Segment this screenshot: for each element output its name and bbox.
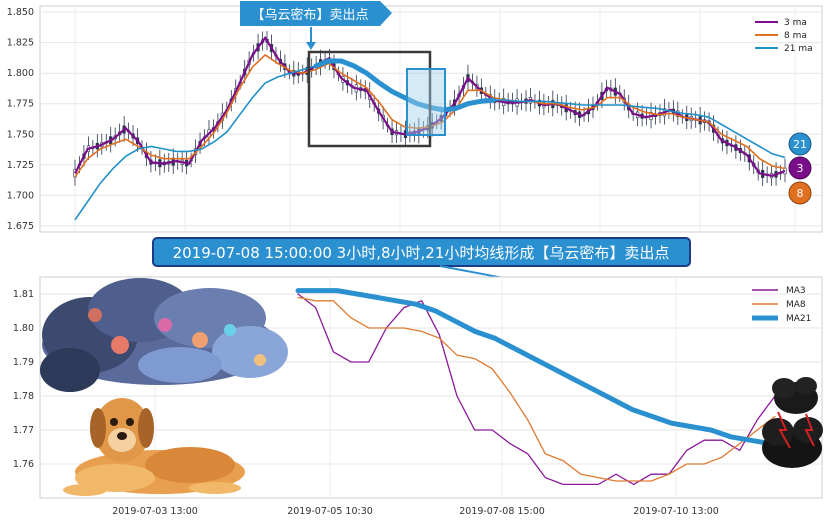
annotation-banner: 【乌云密布】卖出点 xyxy=(240,1,392,50)
top-y-tick-2: 1.725 xyxy=(7,160,34,171)
end-marker-3: 3 xyxy=(788,156,812,180)
headline-box xyxy=(152,237,691,267)
top-y-tick-labels: 1.675 1.700 1.725 1.750 1.775 1.800 1.825 1.850 xyxy=(7,7,34,232)
end-marker-3-circle xyxy=(788,156,812,180)
dog-illustration xyxy=(63,398,245,496)
pattern-box xyxy=(307,50,432,148)
bottom-panel: 1.76 1.77 1.78 1.79 1.80 1.81 2019-07-03 13:0… xyxy=(13,276,823,517)
end-marker-8-label: 8 xyxy=(797,187,804,200)
bottom-x-tick-0: 2019-07-03 13:00 xyxy=(112,506,198,517)
top-y-tick-5: 1.800 xyxy=(7,68,34,79)
top-y-tick-6: 1.825 xyxy=(7,38,34,49)
bottom-y-tick-1: 1.77 xyxy=(13,425,34,436)
top-y-tick-1: 1.700 xyxy=(7,190,34,201)
annotation-text: 【乌云密布】卖出点 xyxy=(251,7,368,23)
bottom-series-line-2 xyxy=(295,288,773,447)
top-legend-label-0: 3 ma xyxy=(784,18,807,28)
top-y-tick-0: 1.675 xyxy=(7,221,34,232)
storm-cloud-illustration xyxy=(40,278,288,392)
bottom-y-tick-4: 1.80 xyxy=(13,323,34,334)
bottom-y-tick-0: 1.76 xyxy=(13,459,34,470)
bottom-legend-label-0: MA3 xyxy=(786,286,806,296)
top-y-tick-7: 1.850 xyxy=(7,7,34,18)
top-y-tick-4: 1.775 xyxy=(7,99,34,110)
top-legend-label-1: 8 ma xyxy=(784,31,807,41)
bottom-legend: MA3 MA8 MA21 xyxy=(752,286,811,324)
annotation-arrow-shape xyxy=(240,1,392,26)
headline-text: 2019-07-08 15:00:00 3小时,8小时,21小时均线形成【乌云密… xyxy=(173,244,670,262)
bottom-y-tick-2: 1.78 xyxy=(13,391,34,402)
headline-banner: 2019-07-08 15:00:00 3小时,8小时,21小时均线形成【乌云密… xyxy=(152,237,691,287)
signal-box xyxy=(406,68,446,136)
top-legend-label-2: 21 ma xyxy=(784,44,813,54)
bottom-legend-label-2: MA21 xyxy=(786,314,811,324)
top-y-tick-3: 1.750 xyxy=(7,129,34,140)
end-marker-21: 21 xyxy=(788,132,812,156)
annotation-pointer-head xyxy=(306,42,316,50)
end-marker-8: 8 xyxy=(788,181,812,205)
bottom-y-tick-5: 1.81 xyxy=(13,289,34,300)
end-marker-8-circle xyxy=(788,181,812,205)
bottom-series-lines xyxy=(295,288,776,486)
top-legend: 3 ma 8 ma 21 ma xyxy=(755,18,813,54)
bottom-legend-label-1: MA8 xyxy=(786,300,806,310)
bottom-x-tick-1: 2019-07-05 10:30 xyxy=(287,506,373,517)
bottom-x-tick-labels: 2019-07-03 13:00 2019-07-05 10:30 2019-07-… xyxy=(112,506,719,517)
bottom-x-tick-2: 2019-07-08 15:00 xyxy=(459,506,545,517)
bottom-y-tick-labels: 1.76 1.77 1.78 1.79 1.80 1.81 xyxy=(13,289,34,470)
top-ma21-highlight xyxy=(313,58,496,113)
top-gridlines xyxy=(40,6,822,232)
bottom-x-tick-3: 2019-07-10 13:00 xyxy=(633,506,719,517)
bottom-series-line-1 xyxy=(297,296,776,482)
end-marker-21-circle xyxy=(788,132,812,156)
end-marker-3-label: 3 xyxy=(797,162,804,175)
top-panel: 1.675 1.700 1.725 1.750 1.775 1.800 1.825 1.850… xyxy=(7,1,823,233)
bottom-series-line-0 xyxy=(297,293,776,486)
bottom-y-tick-3: 1.79 xyxy=(13,357,34,368)
end-marker-21-label: 21 xyxy=(793,138,807,151)
dark-cloud-illustration xyxy=(762,377,823,468)
